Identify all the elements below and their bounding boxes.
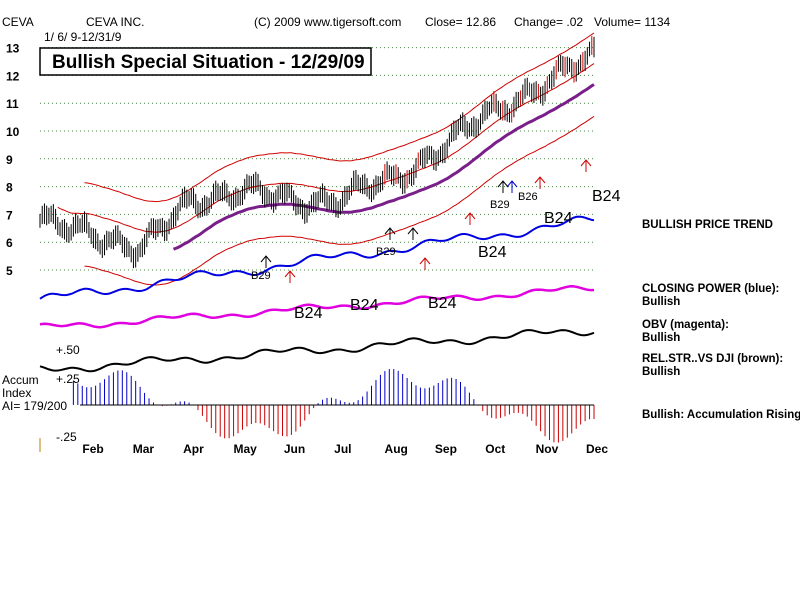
- x-tick-label: Apr: [183, 442, 204, 456]
- y-tick-label: 12: [6, 69, 20, 83]
- signal-b24-obv1: B24: [294, 305, 323, 322]
- axis-labels: 5 6 7 8 9 10 11 12 13 Feb Mar Apr May Jun Jul Aug Sep Oct…: [6, 42, 608, 456]
- banner-title: Bullish Special Situation - 12/29/09: [52, 52, 365, 73]
- y-tick-label: 9: [6, 153, 13, 167]
- accum-label: Accum: [2, 373, 39, 387]
- y-tick-label: 6: [6, 236, 13, 250]
- accum-lower-level: -.25: [56, 430, 77, 444]
- signal-b29-1: B29: [251, 270, 271, 282]
- indicator-lines: [39, 215, 595, 373]
- signal-b24-cp2: B24: [478, 244, 507, 261]
- lower-band-line: [84, 115, 595, 286]
- signal-arrow-icon: [407, 227, 419, 240]
- y-tick-label: 11: [6, 97, 19, 111]
- short-ma-line: [57, 63, 595, 233]
- x-tick-label: Jun: [284, 442, 305, 456]
- accum-histogram: [72, 369, 595, 443]
- x-tick-label: Aug: [385, 442, 408, 456]
- y-tick-label: 5: [6, 264, 13, 278]
- x-tick-label: Dec: [586, 442, 608, 456]
- x-tick-label: Sep: [435, 442, 457, 456]
- obv-line: [39, 285, 595, 329]
- signal-arrow-icon: [534, 176, 546, 189]
- closing-power-title: CLOSING POWER (blue):: [642, 283, 779, 295]
- upper-band-line: [84, 32, 595, 203]
- volume-value: Volume= 1134: [594, 15, 670, 29]
- signal-b24-obv3: B24: [428, 295, 457, 312]
- x-tick-label: Jul: [334, 442, 351, 456]
- signal-arrow-icon: [284, 270, 296, 283]
- accum-upper-level: +.50: [56, 343, 80, 357]
- relstr-title: REL.STR..VS DJI (brown):: [642, 353, 783, 365]
- company-name: CEVA INC.: [86, 15, 144, 29]
- signal-arrow-icon: [419, 257, 431, 270]
- signal-arrow-icon: [384, 227, 396, 240]
- x-tick-label: Feb: [82, 442, 103, 456]
- copyright-text: (C) 2009 www.tigersoft.com: [254, 15, 401, 29]
- closing-power-line: [39, 215, 595, 300]
- y-tick-label: 8: [6, 181, 13, 195]
- signal-b24-cp1: B24: [544, 210, 573, 227]
- relstr-value: Bullish: [642, 366, 680, 378]
- price-trend-note: BULLISH PRICE TREND: [642, 219, 773, 231]
- x-tick-label: Oct: [485, 442, 505, 456]
- signal-arrow-icon: [506, 180, 518, 193]
- signal-b29-3: B29: [490, 199, 510, 211]
- date-range: 1/ 6/ 9-12/31/9: [44, 30, 122, 44]
- x-tick-label: Mar: [133, 442, 155, 456]
- x-tick-label: May: [233, 442, 257, 456]
- long-ma-line: [172, 83, 595, 251]
- ticker-label: CEVA: [2, 15, 34, 29]
- accum-mid-level: +.25: [56, 372, 80, 386]
- banner-box: [39, 47, 372, 76]
- obv-value: Bullish: [642, 332, 680, 344]
- signal-arrows: [260, 159, 592, 283]
- index-label: Index: [2, 386, 31, 400]
- y-tick-label: 13: [6, 42, 20, 56]
- signal-b24-price: B24: [592, 188, 621, 205]
- close-value: Close= 12.86: [425, 15, 496, 29]
- signal-arrow-icon: [580, 159, 592, 172]
- signal-arrow-icon: [497, 180, 509, 193]
- y-tick-label: 7: [6, 208, 13, 222]
- obv-title: OBV (magenta):: [642, 319, 729, 331]
- signal-arrow-icon: [464, 212, 476, 225]
- signal-b26: B26: [518, 191, 538, 203]
- signal-b24-obv2: B24: [350, 297, 379, 314]
- signal-arrow-icon: [260, 255, 272, 268]
- y-tick-label: 10: [6, 125, 20, 139]
- relstr-line: [39, 329, 595, 373]
- x-tick-label: Nov: [536, 442, 559, 456]
- ai-value: AI= 179/200: [2, 399, 67, 413]
- closing-power-value: Bullish: [642, 296, 680, 308]
- change-value: Change= .02: [514, 15, 583, 29]
- accum-rising-note: Bullish: Accumulation Rising: [642, 409, 800, 421]
- price-bars: [39, 36, 595, 269]
- signal-b29-2: B29: [376, 246, 396, 258]
